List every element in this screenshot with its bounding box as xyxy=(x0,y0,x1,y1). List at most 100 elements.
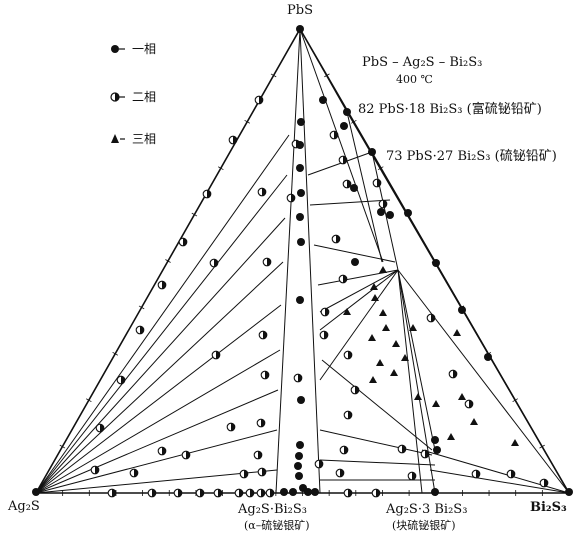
one-phase-point xyxy=(377,208,385,216)
one-phase-point xyxy=(368,148,376,156)
three-phase-point xyxy=(409,324,417,331)
compound-73-label: 73 PbS·27 Bi₂S₃ (硫铋铅矿) xyxy=(386,149,557,164)
tie-line xyxy=(35,389,279,494)
tie-line xyxy=(35,217,286,494)
two-phase-point-fill xyxy=(162,447,166,455)
filled-circle-icon xyxy=(111,44,125,53)
two-phase-point-fill xyxy=(262,188,266,196)
one-phase-point xyxy=(296,164,304,172)
two-phase-point-fill xyxy=(214,259,218,267)
tie-line xyxy=(35,304,282,494)
tie-line xyxy=(319,269,399,313)
one-phase-point xyxy=(296,213,304,221)
edge-tick xyxy=(191,212,198,217)
compound-agbis2-mineral: (α–硫铋银矿) xyxy=(244,519,310,532)
three-phase-point xyxy=(369,376,377,383)
two-phase-point-fill xyxy=(162,281,166,289)
compound-ag3bi-mineral: (块硫铋银矿) xyxy=(392,519,456,532)
one-phase-point xyxy=(404,209,412,217)
legend-one-phase: 一相 xyxy=(110,40,156,57)
one-phase-point xyxy=(484,353,492,361)
one-phase-point xyxy=(297,396,305,404)
one-phase-point xyxy=(350,184,358,192)
tie-line xyxy=(299,28,321,494)
two-phase-point-fill xyxy=(343,156,347,164)
two-phase-point-fill xyxy=(425,450,429,458)
tie-line xyxy=(35,134,290,494)
edge-tick xyxy=(270,73,277,78)
three-phase-point xyxy=(414,393,422,400)
two-phase-point-fill xyxy=(265,371,269,379)
two-phase-point-fill xyxy=(355,386,359,394)
temperature-label: 400 ℃ xyxy=(396,73,433,86)
edge-tick xyxy=(112,351,119,356)
two-phase-point-fill xyxy=(218,489,222,497)
two-phase-point-fill xyxy=(233,136,237,144)
one-phase-point xyxy=(295,472,303,480)
three-phase-point xyxy=(453,329,461,336)
two-phase-point-fill xyxy=(291,194,295,202)
edge-tick xyxy=(377,166,384,171)
two-phase-point-fill xyxy=(298,374,302,382)
tie-line xyxy=(309,199,391,206)
tie-line xyxy=(346,111,383,263)
edge-tick xyxy=(539,444,545,449)
vertex-label-ag2s: Ag₂S xyxy=(8,499,40,514)
one-phase-point xyxy=(296,441,304,449)
two-phase-point-fill xyxy=(239,489,243,497)
edge-tick xyxy=(59,444,66,449)
compound-ag3bi-label: Ag₂S·3 Bi₂S₃ xyxy=(386,502,468,517)
two-phase-point-fill xyxy=(244,470,248,478)
one-phase-point xyxy=(296,25,304,33)
one-phase-point xyxy=(297,238,305,246)
triangle-icon xyxy=(111,133,125,143)
one-phase-point xyxy=(458,306,466,314)
two-phase-point-fill xyxy=(319,460,323,468)
edge-tick xyxy=(324,73,330,78)
edge-tick xyxy=(165,259,171,263)
three-phase-point xyxy=(371,294,379,301)
legend-two-phase: 二相 xyxy=(110,88,156,105)
two-phase-point-fill xyxy=(296,140,300,148)
vertex-label-bi2s3: Bi₂S₃ xyxy=(530,500,567,515)
tie-line xyxy=(35,174,288,494)
three-phase-point xyxy=(511,439,519,446)
tie-line xyxy=(275,28,301,494)
two-phase-point-fill xyxy=(377,179,381,187)
two-phase-point-fill xyxy=(186,451,190,459)
two-phase-point-fill xyxy=(207,190,211,198)
one-phase-point xyxy=(386,211,394,219)
two-phase-point-fill xyxy=(476,470,480,478)
two-phase-point-fill xyxy=(511,470,515,478)
edge-tick xyxy=(351,119,357,124)
two-phase-point-fill xyxy=(152,489,156,497)
tie-line xyxy=(371,151,399,271)
two-phase-point-fill xyxy=(270,489,274,497)
three-phase-point xyxy=(370,283,378,290)
two-phase-point-fill xyxy=(325,308,329,316)
tie-line xyxy=(397,269,436,451)
tie-line xyxy=(429,469,570,494)
three-phase-point xyxy=(470,418,478,425)
three-phase-point xyxy=(447,433,455,440)
two-phase-point-fill xyxy=(250,489,254,497)
two-phase-point-fill xyxy=(261,419,265,427)
two-phase-point-fill xyxy=(344,446,348,454)
tie-line xyxy=(299,28,384,263)
tie-line xyxy=(35,429,278,494)
tie-line xyxy=(307,151,373,176)
legend-one-phase-label: 一相 xyxy=(132,42,157,56)
tie-line xyxy=(313,244,396,263)
one-phase-point xyxy=(297,189,305,197)
two-phase-point-fill xyxy=(258,451,262,459)
edge-tick xyxy=(512,398,518,403)
two-phase-point-fill xyxy=(383,200,387,208)
half-filled-circle-icon xyxy=(110,91,125,102)
two-phase-point-fill xyxy=(348,489,352,497)
tie-line xyxy=(319,459,436,466)
two-phase-point-fill xyxy=(112,489,116,497)
two-phase-point-fill xyxy=(134,469,138,477)
one-phase-point xyxy=(319,96,327,104)
two-phase-point-fill xyxy=(95,466,99,474)
